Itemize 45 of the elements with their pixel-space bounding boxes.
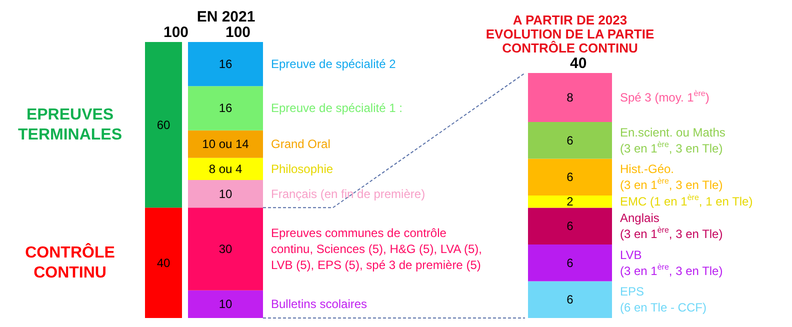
data-label: 6 [566, 170, 574, 184]
total-label: 40 [570, 55, 587, 72]
bar [188, 180, 263, 208]
bar [528, 158, 612, 196]
data-label: 6 [566, 133, 574, 148]
data-label: 2 [566, 194, 574, 209]
bar [188, 208, 263, 290]
bar [528, 281, 612, 318]
bar [188, 158, 263, 180]
total-label: 100 [164, 24, 189, 41]
bar [188, 86, 263, 130]
data-label: 60 [156, 118, 170, 132]
bar [188, 130, 263, 158]
bar [528, 244, 612, 282]
data-label: 16 [218, 57, 232, 72]
data-label: 6 [566, 219, 574, 234]
data-label: 6 [566, 292, 574, 307]
bar [528, 208, 612, 244]
data-label: 16 [218, 101, 232, 116]
series-label: Français (en fin de première) [271, 186, 426, 201]
data-label: 40 [156, 256, 170, 270]
chart-title: A PARTIR DE 2023 EVOLUTION DE LA PARTIE CONTRÔLE CONTINU [486, 12, 654, 56]
chart-title: EN 2021 [196, 8, 256, 26]
series-label: EPREUVES TERMINALES [18, 106, 122, 144]
bar [188, 42, 263, 86]
series-label: EPS (6 en Tle - CCF) [620, 284, 706, 315]
series-label: Epreuve de spécialité 1 : [271, 101, 402, 116]
series-label: Bulletins scolaires [271, 297, 368, 312]
bar [528, 122, 612, 159]
data-label: 8 ou 4 [208, 162, 242, 176]
data-label: 10 [218, 186, 232, 201]
bar [528, 73, 612, 122]
series-label: Philosophie [271, 162, 334, 176]
series-label: Epreuve de spécialité 2 [271, 57, 396, 72]
data-label: 30 [218, 242, 232, 256]
data-label: 10 ou 14 [202, 137, 250, 152]
data-label: 10 [218, 297, 232, 312]
data-label: 6 [566, 256, 574, 270]
total-label: 100 [226, 24, 251, 41]
bar [528, 196, 612, 208]
bar [188, 290, 263, 318]
series-label: Epreuves communes de contrôle continu, Sciences (5), H&G (5), LVA (5), LVB (5), EPS (5), spé 3 de première (5) [271, 226, 482, 272]
series-label: CONTRÔLE CONTINU [25, 242, 116, 282]
series-label: Grand Oral [271, 137, 330, 152]
data-label: 8 [566, 90, 574, 104]
